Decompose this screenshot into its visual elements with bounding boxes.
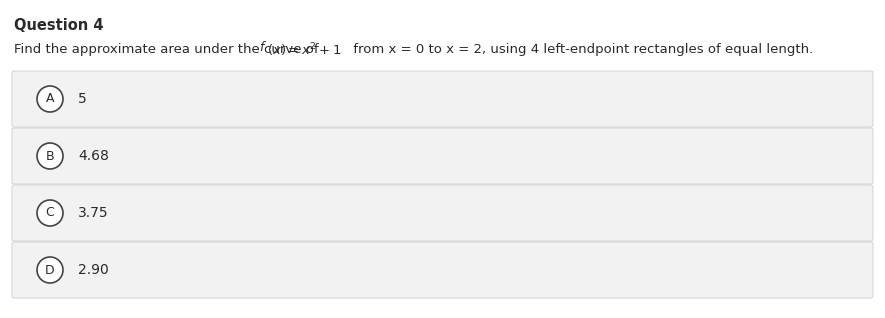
Ellipse shape: [37, 257, 63, 283]
FancyBboxPatch shape: [12, 185, 873, 241]
Text: 4.68: 4.68: [78, 149, 109, 163]
Ellipse shape: [37, 200, 63, 226]
Text: C: C: [46, 206, 54, 219]
Text: 5: 5: [78, 92, 87, 106]
FancyBboxPatch shape: [12, 128, 873, 184]
Ellipse shape: [37, 86, 63, 112]
Ellipse shape: [37, 143, 63, 169]
FancyBboxPatch shape: [12, 242, 873, 298]
Text: 2.90: 2.90: [78, 263, 109, 277]
Text: $(x)=x^{2}+1$: $(x)=x^{2}+1$: [267, 41, 342, 59]
Text: A: A: [46, 93, 54, 106]
Text: D: D: [45, 264, 55, 276]
Text: B: B: [46, 149, 54, 162]
Text: $\mathit{f}$: $\mathit{f}$: [259, 40, 267, 54]
FancyBboxPatch shape: [12, 71, 873, 127]
Text: Find the approximate area under the curve of: Find the approximate area under the curv…: [14, 44, 323, 57]
Text: Question 4: Question 4: [14, 18, 104, 33]
Text: 3.75: 3.75: [78, 206, 109, 220]
Text: from x = 0 to x = 2, using 4 left-endpoint rectangles of equal length.: from x = 0 to x = 2, using 4 left-endpoi…: [350, 44, 813, 57]
